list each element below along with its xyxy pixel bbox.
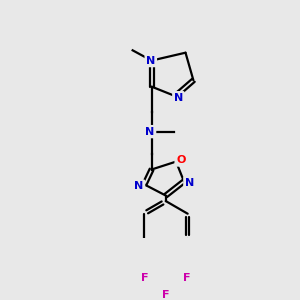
Text: O: O	[176, 155, 185, 165]
Text: N: N	[185, 178, 194, 188]
Text: F: F	[141, 273, 148, 283]
Text: F: F	[183, 273, 191, 283]
Text: F: F	[162, 290, 169, 300]
Text: N: N	[134, 181, 144, 191]
Text: N: N	[174, 93, 183, 103]
Text: N: N	[146, 56, 155, 66]
Text: N: N	[146, 127, 154, 136]
